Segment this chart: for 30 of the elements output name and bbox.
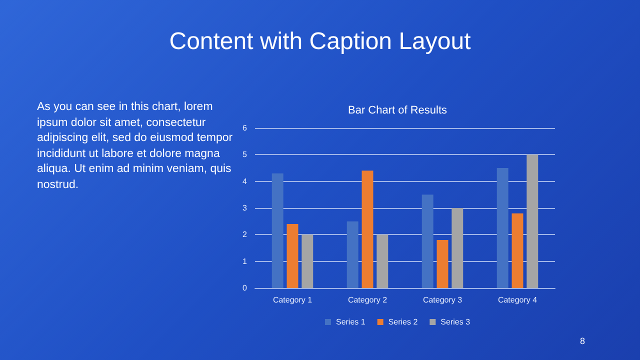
x-tick-label: Category 2: [348, 296, 388, 304]
bar: [376, 234, 388, 288]
bar: [452, 208, 464, 288]
bar: [512, 213, 524, 288]
x-tick-label: Category 1: [272, 296, 313, 304]
text: 8: [580, 336, 586, 346]
y-tick-label: 5: [242, 150, 248, 160]
y-tick-label: 0: [242, 284, 248, 292]
y-tick-label: 4: [242, 176, 248, 186]
bar: [422, 194, 434, 288]
legend-label: Series 3: [440, 318, 471, 326]
x-tick-label: Category 3: [422, 296, 463, 304]
bar: [496, 168, 508, 288]
legend-label: Series 2: [388, 318, 418, 326]
bar: [346, 221, 358, 288]
y-tick-label: 2: [242, 230, 248, 240]
bar: [286, 224, 298, 288]
bar: [362, 170, 374, 288]
bar: [436, 240, 448, 288]
y-tick-label: 6: [242, 124, 248, 132]
bar: [272, 173, 284, 288]
y-tick-label: 3: [242, 204, 248, 212]
bar: [302, 234, 314, 288]
bar: [526, 154, 538, 288]
chart-title: Bar Chart of Results: [348, 104, 448, 116]
y-tick-label: 1: [242, 256, 248, 266]
text: Content with Caption Layout: [168, 28, 472, 56]
legend-label: Series 1: [336, 318, 366, 326]
text: As you can see in this chart, lorem ipsum dolor sit amet, consectetur adipiscing elit, sed do eiusmod tempor incididunt ut labore et dolore magna aliqua. Ut enim ad minim veniam, quis nostrud.: [37, 100, 234, 192]
x-tick-label: Category 4: [498, 296, 538, 304]
